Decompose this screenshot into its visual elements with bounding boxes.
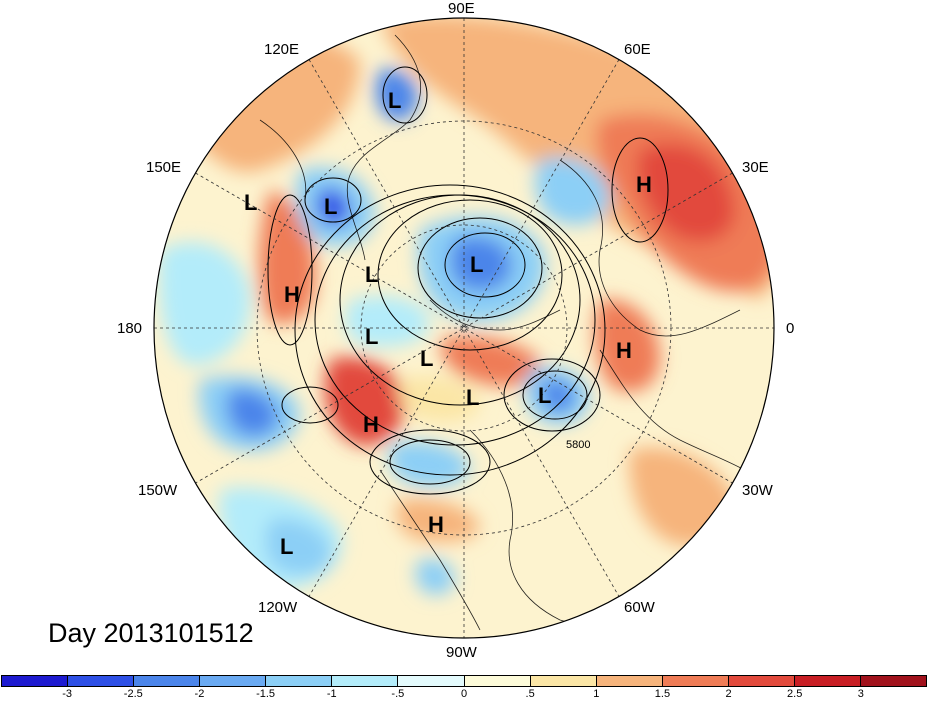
colorbar-tick-label: 0: [460, 688, 468, 700]
high-center-label: H: [428, 512, 444, 537]
colorbar-swatch: [728, 676, 795, 686]
low-center-label: L: [365, 262, 378, 287]
colorbar: [1, 675, 927, 687]
colorbar-tick-label: .5: [525, 688, 535, 700]
colorbar-swatch: [200, 676, 267, 686]
high-center-label: H: [636, 172, 652, 197]
lon-label-30w: 30W: [742, 482, 773, 499]
high-center-label: H: [363, 412, 379, 437]
colorbar-tick-label: 1: [593, 688, 600, 700]
lon-label-60w: 60W: [624, 599, 655, 616]
colorbar-tick-label: -3: [62, 688, 73, 700]
low-center-label: L: [365, 324, 378, 349]
lon-label-30e: 30E: [742, 159, 769, 176]
colorbar-swatch: [266, 676, 333, 686]
colorbar-swatch: [530, 676, 597, 686]
lon-label-60e: 60E: [624, 41, 651, 58]
colorbar-tick-label: 2.5: [787, 688, 803, 700]
plot-title: Day 2013101512: [48, 618, 254, 648]
low-center-label: L: [420, 346, 433, 371]
colorbar-swatch: [464, 676, 531, 686]
colorbar-tick-label: -.5: [391, 688, 405, 700]
colorbar-tick-label: -1: [326, 688, 337, 700]
graticule: [154, 18, 774, 638]
colorbar-tick-label: 2: [725, 688, 732, 700]
colorbar-swatch: [596, 676, 663, 686]
low-center-label: L: [324, 194, 337, 219]
pressure-centers: H H H H H L L L L L L L L L L: [244, 88, 652, 559]
contour-label-5800: 5800: [566, 439, 590, 451]
high-center-label: H: [284, 282, 300, 307]
colorbar-swatch: [332, 676, 399, 686]
colorbar-swatch: [662, 676, 729, 686]
lon-label-120w: 120W: [258, 599, 298, 616]
lon-label-150w: 150W: [138, 482, 178, 499]
low-center-label: L: [244, 190, 257, 215]
low-center-label: L: [388, 88, 401, 113]
colorbar-swatch: [2, 676, 69, 686]
lon-label-180: 180: [117, 320, 143, 337]
colorbar-swatch: [861, 676, 927, 686]
colorbar-tick-label: -2: [194, 688, 205, 700]
map-boundary: [153, 17, 775, 639]
lon-label-150e: 150E: [146, 159, 182, 176]
low-center-label: L: [538, 383, 551, 408]
colorbar-swatch: [134, 676, 201, 686]
colorbar-tick-label: 1.5: [654, 688, 671, 700]
temperature-anomaly-field: [154, 18, 774, 638]
lon-label-90e: 90E: [448, 0, 475, 17]
high-center-label: H: [616, 338, 632, 363]
lon-label-0: 0: [786, 320, 795, 337]
colorbar-tick-label: 3: [857, 688, 864, 700]
colorbar-swatch: [68, 676, 135, 686]
colorbar-swatch: [794, 676, 862, 686]
colorbar-tick-label: -1.5: [256, 688, 276, 700]
height-contours: [267, 66, 669, 495]
colorbar-swatch: [398, 676, 465, 686]
lon-label-120e: 120E: [264, 41, 300, 58]
low-center-label: L: [280, 534, 293, 559]
low-center-label: L: [466, 385, 479, 410]
colorbar-tick-label: -2.5: [123, 688, 143, 700]
lon-label-90w: 90W: [446, 644, 477, 661]
low-center-label: L: [470, 252, 483, 277]
